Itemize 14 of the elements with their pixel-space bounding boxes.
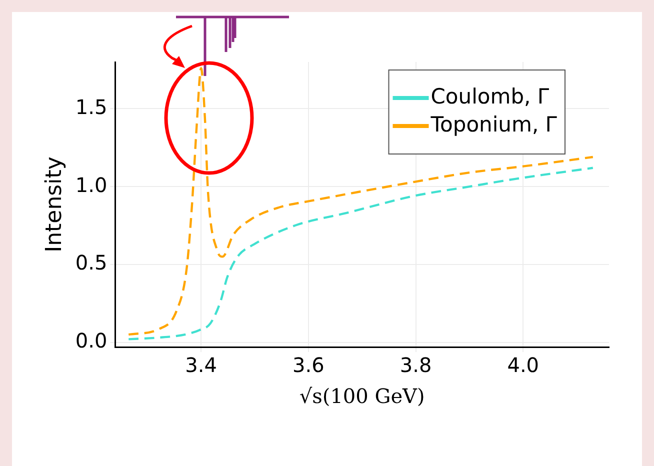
x-tick-label: 3.6 — [292, 353, 324, 378]
x-tick-label: 4.0 — [507, 353, 540, 378]
y-tick-label: 0.0 — [75, 328, 108, 353]
x-tick-label: 3.8 — [400, 353, 432, 378]
y-tick-label: 1.5 — [75, 94, 108, 119]
y-tick-label: 1.0 — [75, 172, 108, 197]
line-series — [128, 166, 594, 340]
legend-label: Toponium, Γ — [430, 112, 558, 136]
y-tick-label: 0.5 — [75, 250, 108, 275]
x-axis-title: √s(100 GeV) — [299, 384, 425, 408]
x-tick-label: 3.4 — [185, 353, 217, 378]
y-axis-title: Intensity — [42, 156, 67, 252]
line-series — [128, 67, 594, 336]
legend-label: Coulomb, Γ — [430, 84, 550, 108]
